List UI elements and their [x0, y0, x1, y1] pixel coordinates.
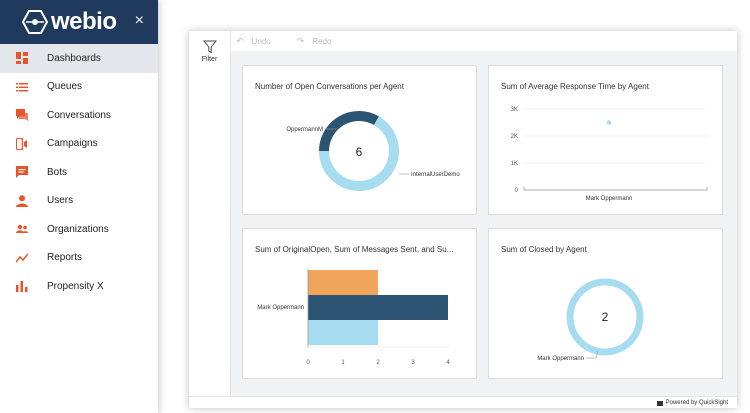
filter-label: Filter	[201, 56, 218, 63]
dashboard-icon	[16, 52, 28, 65]
leader-line	[595, 350, 599, 359]
sidebar-item-label: Dashboards	[47, 52, 101, 64]
donut-slice-internaluserdemo[interactable]	[319, 116, 399, 191]
visual-messages-sent[interactable]: Sum of OriginalOpen, Sum of Messages Sen…	[242, 228, 477, 379]
filter-icon	[202, 40, 217, 54]
visual-avg-response-time[interactable]: Sum of Average Response Time by Agent 3K…	[488, 65, 723, 215]
visual-title: Sum of Average Response Time by Agent	[501, 82, 649, 91]
sidebar-nav: Dashboards Queues Conversations Campaign…	[0, 44, 158, 301]
x-tick-label: 1	[341, 360, 345, 366]
sidebar-item-label: Bots	[47, 166, 68, 178]
sidebar: webio × Dashboards Queues Conv	[0, 0, 158, 413]
redo-button[interactable]: ↷ Redo	[297, 36, 332, 47]
sidebar-item-conversations[interactable]: Conversations	[0, 101, 158, 130]
trend-icon	[16, 252, 28, 264]
dashboard-panel: Filter ↶ Undo ↷ Redo Number of Open Conv…	[189, 31, 737, 408]
bar-series-2[interactable]	[308, 295, 448, 320]
y-tick-label: 2K	[511, 134, 518, 140]
slice-label-oppermannm: OppermannM	[286, 127, 323, 133]
sidebar-item-label: Reports	[47, 252, 83, 264]
bar-series-3[interactable]	[308, 320, 378, 345]
visual-title: Number of Open Conversations per Agent	[255, 82, 404, 91]
redo-label: Redo	[312, 36, 332, 46]
brand-name: webio	[51, 8, 117, 35]
x-tick-label: 3	[411, 360, 415, 366]
quicksight-icon	[656, 400, 663, 406]
sidebar-item-bots[interactable]: Bots	[0, 158, 158, 187]
sidebar-item-reports[interactable]: Reports	[0, 244, 158, 273]
sidebar-item-label: Organizations	[47, 223, 109, 235]
sidebar-item-label: Users	[47, 195, 74, 207]
bar-series-1[interactable]	[308, 270, 378, 295]
y-tick-label: 0	[515, 188, 519, 194]
brand-header: webio ×	[0, 0, 158, 44]
list-icon	[16, 81, 28, 93]
scatter-point-mark-oppermann[interactable]	[606, 120, 612, 125]
close-icon[interactable]: ×	[134, 12, 144, 29]
webio-logo[interactable]: webio	[22, 8, 117, 36]
sidebar-item-campaigns[interactable]: Campaigns	[0, 130, 158, 159]
sidebar-item-label: Conversations	[47, 109, 111, 121]
filter-button[interactable]: Filter	[189, 31, 231, 396]
visual-title: Sum of Closed by Agent	[501, 245, 587, 254]
bar-chart-messages-sent: Mark Oppermann 0 1 2 3 4	[257, 269, 450, 366]
sidebar-item-organizations[interactable]: Organizations	[0, 215, 158, 244]
undo-label: Undo	[251, 36, 271, 46]
x-tick-label: Mark Oppermann	[586, 196, 633, 202]
campaign-icon	[16, 137, 28, 150]
toolbar: ↶ Undo ↷ Redo	[231, 31, 737, 51]
donut-chart-open-conversations: 6 OppermannM InternalUserDemo	[286, 111, 460, 191]
sidebar-item-label: Queues	[47, 81, 83, 93]
x-tick-label: 0	[306, 360, 310, 366]
sidebar-item-label: Campaigns	[47, 138, 98, 150]
panel-footer: Powered by QuickSight	[189, 396, 737, 408]
x-tick-label: 2	[376, 360, 380, 366]
y-tick-label: 3K	[511, 107, 518, 113]
y-category-label: Mark Oppermann	[257, 305, 304, 311]
webio-logo-icon	[22, 10, 48, 34]
sidebar-item-label: Propensity X	[47, 280, 104, 292]
chat-icon	[16, 109, 28, 122]
visual-title: Sum of OriginalOpen, Sum of Messages Sen…	[255, 245, 454, 254]
donut-slice-mark-oppermann[interactable]	[566, 278, 644, 356]
slice-label-mark-oppermann: Mark Oppermann	[537, 356, 584, 362]
x-tick-label: 4	[446, 360, 450, 366]
slice-label-internaluserdemo: InternalUserDemo	[411, 172, 460, 178]
visual-open-conversations[interactable]: Number of Open Conversations per Agent 6…	[242, 65, 477, 215]
bot-icon	[16, 166, 28, 179]
bar-chart-icon	[16, 280, 28, 293]
y-tick-label: 1K	[511, 161, 518, 167]
sidebar-item-dashboards[interactable]: Dashboards	[0, 44, 158, 73]
donut-slice-oppermannm[interactable]	[319, 111, 379, 152]
visual-closed-by-agent[interactable]: Sum of Closed by Agent 2 Mark Oppermann	[488, 228, 723, 379]
donut-center-value: 2	[602, 310, 609, 324]
redo-icon: ↷	[296, 35, 305, 46]
group-icon	[16, 223, 28, 235]
scatter-chart-response-time: 3K 2K 1K 0 Mark Oppermann	[511, 107, 708, 202]
donut-center-value: 6	[356, 145, 363, 159]
sidebar-item-propensity-x[interactable]: Propensity X	[0, 272, 158, 301]
sidebar-item-queues[interactable]: Queues	[0, 73, 158, 102]
undo-icon: ↶	[236, 35, 244, 46]
user-icon	[16, 194, 28, 207]
donut-chart-closed: 2 Mark Oppermann	[537, 278, 644, 362]
powered-by-label: Powered by QuickSight	[665, 400, 728, 406]
undo-button[interactable]: ↶ Undo	[236, 36, 271, 47]
sidebar-item-users[interactable]: Users	[0, 187, 158, 216]
powered-by: Powered by QuickSight	[656, 400, 728, 406]
